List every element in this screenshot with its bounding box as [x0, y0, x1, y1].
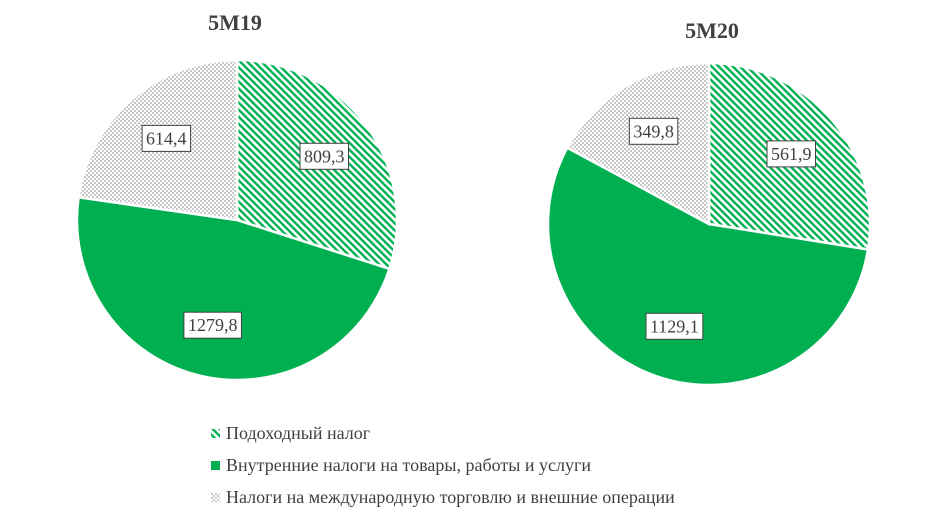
- legend-swatch-dotted-icon: [211, 492, 220, 502]
- data-label-text: 1279,8: [188, 315, 238, 335]
- slice-domestic-taxes: [75, 195, 391, 382]
- chart-title-5m19: 5M19: [208, 10, 262, 35]
- legend-label: Подоходный налог: [226, 422, 371, 443]
- data-label-text: 561,9: [771, 144, 812, 164]
- legend-item-trade-taxes: Налоги на международную торговлю и внешн…: [211, 481, 675, 513]
- pie-5m20: 561,9 1129,1 349,8: [546, 61, 872, 387]
- data-label-box: [141, 124, 192, 152]
- data-label-text: 614,4: [146, 128, 187, 148]
- pie-charts: 5M19 809,3 1279,8 614,4 5M20 561,9 1129,1 34…: [75, 10, 872, 387]
- pie-5m19: 809,3 1279,8 614,4: [75, 58, 399, 382]
- data-label: 809,3: [299, 142, 349, 170]
- data-label-box: [645, 312, 704, 340]
- slice-domestic-taxes: [546, 145, 870, 387]
- data-label-text: 1129,1: [650, 316, 699, 336]
- legend-label: Внутренние налоги на товары, работы и ус…: [226, 454, 591, 475]
- data-label-box: [183, 311, 242, 339]
- data-label: 1279,8: [183, 311, 242, 339]
- data-label: 614,4: [141, 124, 192, 152]
- data-label-box: [628, 117, 679, 145]
- legend-item-domestic-taxes: Внутренние налоги на товары, работы и ус…: [211, 449, 675, 481]
- data-label-box: [299, 142, 349, 170]
- chart-title-5m20: 5M20: [685, 18, 739, 43]
- legend-swatch-solid-icon: [211, 460, 220, 470]
- data-label-text: 809,3: [304, 146, 345, 166]
- data-label: 1129,1: [645, 312, 704, 340]
- legend-item-income-tax: Подоходный налог: [211, 417, 675, 449]
- data-label-box: [766, 140, 816, 168]
- legend-label: Налоги на международную торговлю и внешн…: [226, 486, 675, 507]
- data-label: 561,9: [766, 140, 816, 168]
- legend: Подоходный налог Внутренние налоги на то…: [211, 417, 675, 513]
- data-label-text: 349,8: [633, 121, 674, 141]
- data-label: 349,8: [628, 117, 679, 145]
- legend-swatch-diagonal-icon: [211, 428, 220, 438]
